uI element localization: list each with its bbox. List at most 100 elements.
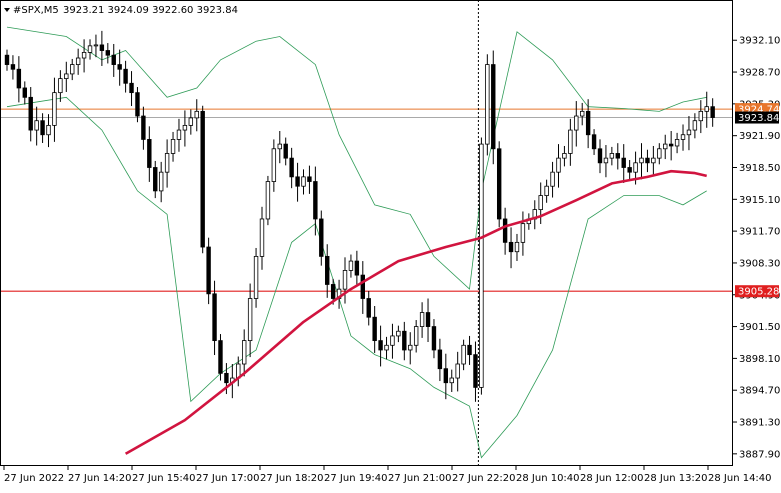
candle[interactable] bbox=[46, 114, 51, 148]
candle[interactable] bbox=[378, 325, 383, 367]
candle[interactable] bbox=[603, 145, 609, 178]
candle[interactable] bbox=[425, 298, 431, 343]
candle[interactable] bbox=[384, 336, 389, 360]
candle[interactable] bbox=[663, 134, 668, 160]
candle[interactable] bbox=[176, 118, 182, 152]
candle[interactable] bbox=[307, 165, 312, 194]
candle[interactable] bbox=[502, 207, 508, 255]
candle[interactable] bbox=[289, 147, 294, 189]
candle[interactable] bbox=[135, 87, 140, 123]
candle[interactable] bbox=[390, 323, 395, 359]
dropdown-arrow-icon[interactable] bbox=[4, 8, 10, 12]
candle[interactable] bbox=[241, 329, 247, 377]
candle[interactable] bbox=[10, 55, 16, 80]
candle[interactable] bbox=[408, 332, 413, 365]
candle[interactable] bbox=[413, 320, 419, 353]
candle[interactable] bbox=[81, 39, 87, 73]
candle[interactable] bbox=[461, 339, 466, 371]
candle[interactable] bbox=[354, 250, 360, 287]
candle[interactable] bbox=[580, 102, 585, 126]
candle[interactable] bbox=[313, 166, 318, 236]
candle[interactable] bbox=[158, 161, 164, 203]
candle[interactable] bbox=[188, 109, 194, 135]
candle[interactable] bbox=[141, 106, 146, 150]
candle[interactable] bbox=[544, 179, 549, 203]
candle[interactable] bbox=[485, 54, 490, 156]
candle[interactable] bbox=[698, 100, 704, 134]
candle[interactable] bbox=[301, 169, 306, 195]
candle[interactable] bbox=[467, 335, 472, 365]
candle[interactable] bbox=[170, 131, 176, 162]
candle[interactable] bbox=[449, 369, 454, 392]
candle[interactable] bbox=[200, 105, 205, 254]
candle[interactable] bbox=[182, 110, 188, 147]
candle[interactable] bbox=[194, 99, 199, 132]
candle[interactable] bbox=[247, 283, 253, 358]
candle[interactable] bbox=[674, 132, 680, 154]
candle[interactable] bbox=[4, 49, 10, 71]
candle[interactable] bbox=[668, 131, 674, 161]
candle[interactable] bbox=[123, 60, 128, 93]
candle[interactable] bbox=[147, 126, 152, 182]
candle[interactable] bbox=[704, 91, 709, 128]
candle[interactable] bbox=[34, 106, 39, 146]
candle[interactable] bbox=[473, 341, 478, 402]
candle[interactable] bbox=[342, 257, 348, 304]
candle[interactable] bbox=[372, 305, 377, 353]
candle[interactable] bbox=[455, 351, 460, 392]
candle[interactable] bbox=[22, 81, 27, 105]
candle[interactable] bbox=[585, 99, 591, 149]
candle[interactable] bbox=[508, 227, 514, 269]
candle[interactable] bbox=[479, 137, 484, 395]
candle[interactable] bbox=[253, 247, 259, 308]
candle[interactable] bbox=[491, 50, 496, 165]
candle[interactable] bbox=[40, 113, 45, 143]
candle[interactable] bbox=[295, 162, 300, 202]
candle[interactable] bbox=[396, 325, 401, 343]
candle[interactable] bbox=[75, 48, 81, 75]
candle[interactable] bbox=[99, 30, 105, 66]
candle[interactable] bbox=[283, 137, 288, 166]
candle[interactable] bbox=[259, 206, 265, 270]
candle[interactable] bbox=[597, 139, 603, 174]
candle[interactable] bbox=[657, 143, 662, 165]
candle[interactable] bbox=[645, 149, 650, 173]
candle[interactable] bbox=[431, 319, 437, 359]
candle[interactable] bbox=[153, 160, 158, 199]
candle[interactable] bbox=[70, 58, 75, 81]
candle[interactable] bbox=[164, 139, 170, 188]
candle[interactable] bbox=[520, 211, 526, 256]
candle[interactable] bbox=[206, 237, 211, 305]
candle[interactable] bbox=[686, 116, 692, 151]
plot-area[interactable] bbox=[0, 0, 733, 466]
candle[interactable] bbox=[556, 144, 561, 188]
candle[interactable] bbox=[639, 143, 644, 180]
candle[interactable] bbox=[419, 302, 425, 338]
candle[interactable] bbox=[680, 124, 686, 151]
candle[interactable] bbox=[52, 77, 57, 142]
candle[interactable] bbox=[402, 321, 407, 361]
candle[interactable] bbox=[105, 43, 111, 64]
candle[interactable] bbox=[366, 291, 371, 326]
candle[interactable] bbox=[319, 210, 324, 266]
candle[interactable] bbox=[591, 129, 597, 155]
candle[interactable] bbox=[64, 61, 69, 92]
candle[interactable] bbox=[129, 71, 134, 107]
candle[interactable] bbox=[212, 280, 217, 356]
candle[interactable] bbox=[615, 143, 620, 170]
candle[interactable] bbox=[627, 160, 632, 181]
candle[interactable] bbox=[271, 139, 277, 192]
candle[interactable] bbox=[710, 98, 715, 127]
candle[interactable] bbox=[437, 338, 443, 382]
candle[interactable] bbox=[277, 131, 282, 164]
candle[interactable] bbox=[28, 87, 33, 142]
candle[interactable] bbox=[218, 334, 223, 381]
candle[interactable] bbox=[265, 175, 271, 226]
candle[interactable] bbox=[111, 43, 116, 77]
candle[interactable] bbox=[93, 34, 99, 58]
candle[interactable] bbox=[621, 144, 626, 183]
candle[interactable] bbox=[325, 244, 330, 298]
candle[interactable] bbox=[117, 49, 122, 86]
